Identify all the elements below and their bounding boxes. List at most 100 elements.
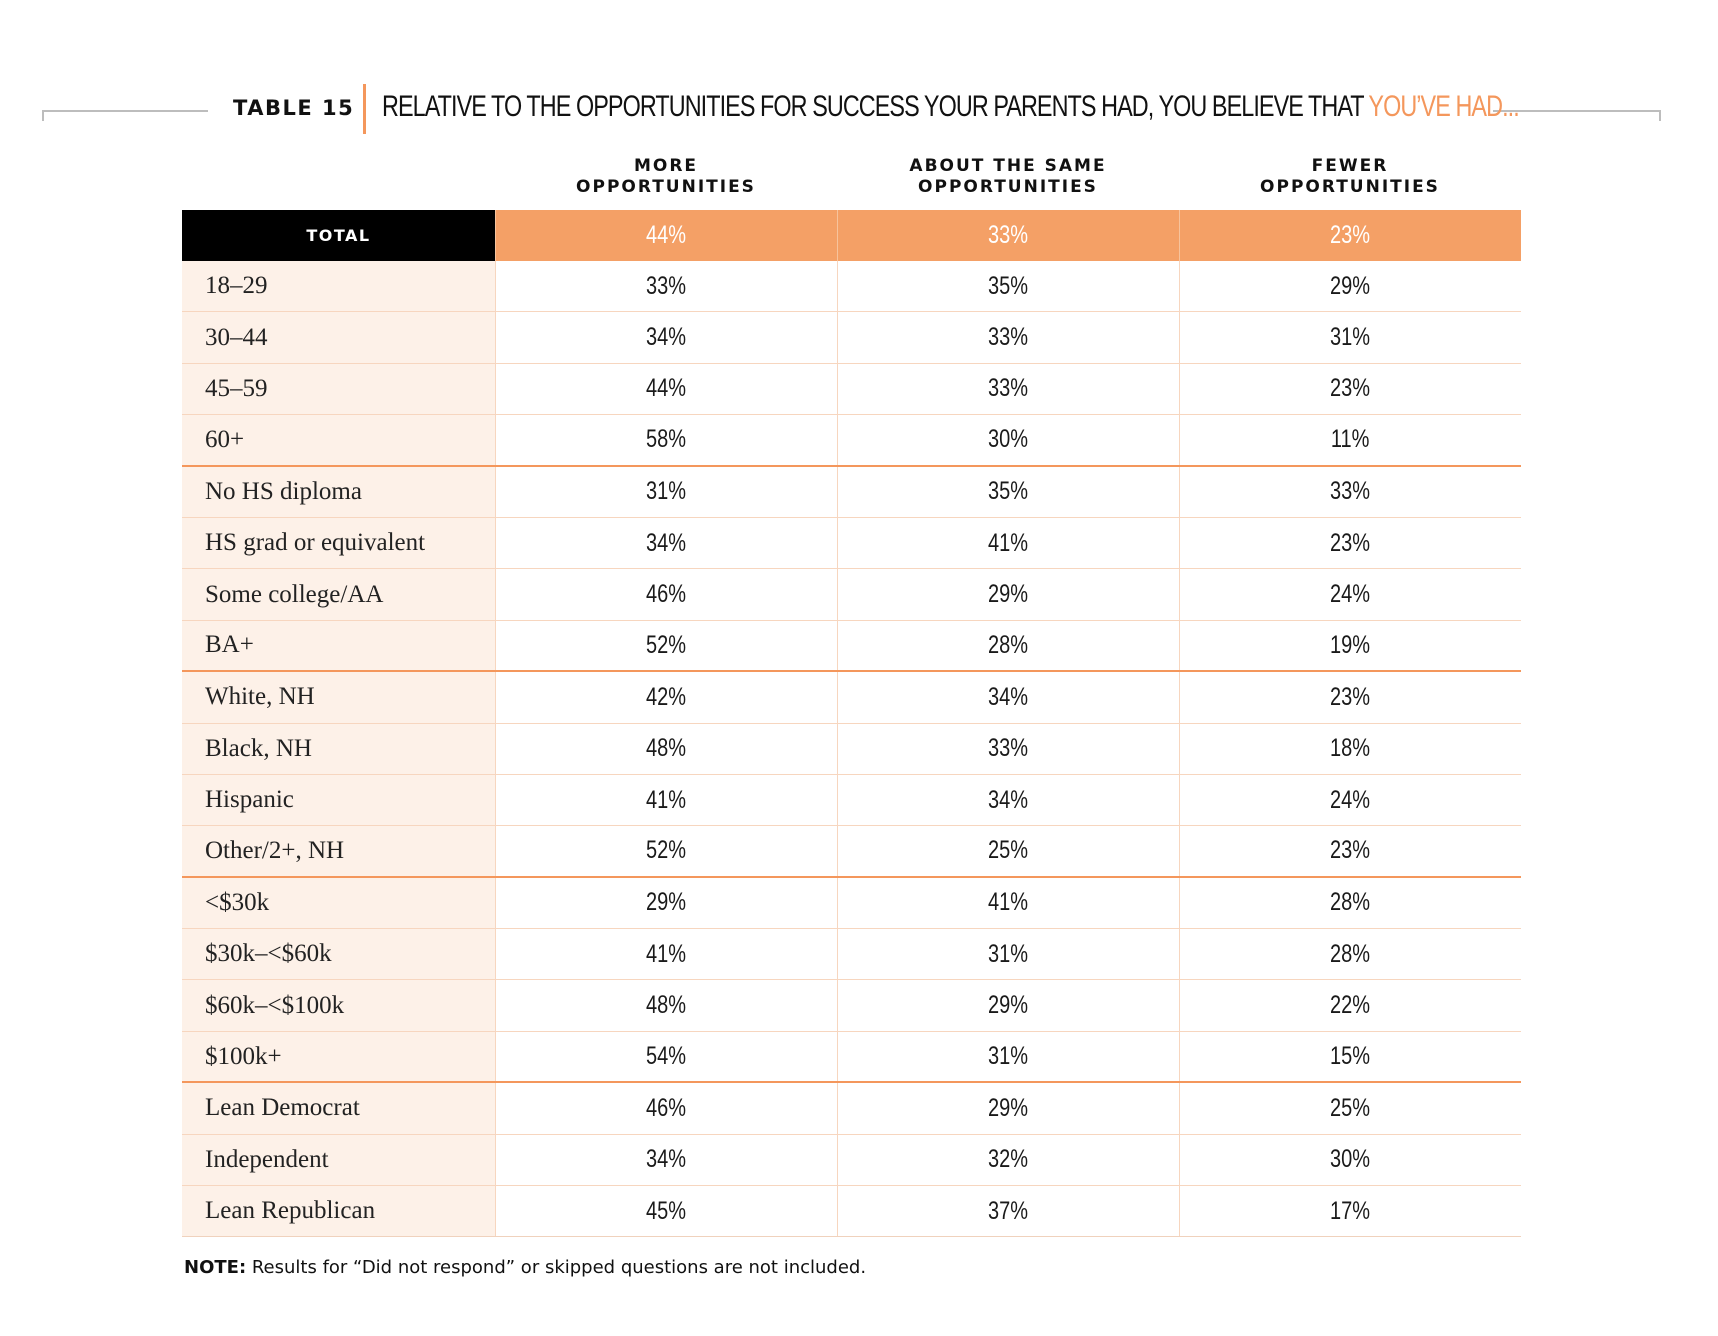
cell-value: 29% xyxy=(988,991,1029,1020)
table-cell: 23% xyxy=(1179,672,1521,723)
table-row: 30–44 34% 33% 31% xyxy=(182,312,1521,364)
cell-value: 52% xyxy=(646,836,687,865)
header-rule-right-tick xyxy=(1659,110,1661,121)
table-cell: 23% xyxy=(1179,826,1521,876)
cell-value: 25% xyxy=(1330,1093,1371,1122)
column-header-fewer: FEWER OPPORTUNITIES xyxy=(1179,156,1521,206)
cell-value: 17% xyxy=(1330,1196,1371,1225)
column-header-line1: MORE xyxy=(633,156,699,176)
table-cell: 41% xyxy=(837,517,1179,569)
cell-value: 34% xyxy=(988,682,1029,711)
table-row: Other/2+, NH 52% 25% 23% xyxy=(182,826,1521,878)
row-label: Black, NH xyxy=(182,723,495,774)
table-cell: 23% xyxy=(1179,363,1521,415)
table-cell: 18% xyxy=(1179,723,1521,774)
table-cell: 34% xyxy=(495,517,837,569)
table-row: White, NH 42% 34% 23% xyxy=(182,672,1521,724)
cell-value: 41% xyxy=(646,939,687,968)
table-cell: 31% xyxy=(1179,312,1521,363)
cell-value: 42% xyxy=(646,682,687,711)
cell-value: 32% xyxy=(988,1145,1029,1174)
table-cell: 31% xyxy=(837,1031,1179,1082)
table-row: Hispanic 41% 34% 24% xyxy=(182,774,1521,827)
cell-value: 44% xyxy=(646,374,687,403)
cell-value: 24% xyxy=(1330,580,1371,609)
cell-value: 33% xyxy=(988,221,1029,249)
table-row: 18–29 33% 35% 29% xyxy=(182,261,1521,313)
cell-value: 33% xyxy=(646,271,687,300)
table-cell: 41% xyxy=(495,929,837,980)
row-label: Lean Democrat xyxy=(182,1083,495,1134)
cell-value: 41% xyxy=(988,888,1029,917)
table-cell: 45% xyxy=(495,1186,837,1237)
table-row: HS grad or equivalent 34% 41% 23% xyxy=(182,517,1521,570)
table-note: NOTE: Results for “Did not respond” or s… xyxy=(184,1257,866,1278)
table-cell: 58% xyxy=(495,415,837,465)
cell-value: 41% xyxy=(646,785,687,814)
cell-value: 28% xyxy=(1330,939,1371,968)
table-row: Lean Democrat 46% 29% 25% xyxy=(182,1083,1521,1135)
table-cell: 31% xyxy=(837,929,1179,980)
cell-value: 24% xyxy=(1330,785,1371,814)
table-number-label: TABLE 15 xyxy=(233,96,355,120)
cell-value: 23% xyxy=(1330,528,1371,557)
cell-value: 29% xyxy=(646,888,687,917)
row-label: 60+ xyxy=(182,415,495,465)
cell-value: 25% xyxy=(988,836,1029,865)
table-cell: 23% xyxy=(1179,517,1521,569)
table-cell: 28% xyxy=(837,620,1179,671)
row-label: Lean Republican xyxy=(182,1186,495,1237)
table-cell: 25% xyxy=(837,826,1179,876)
cell-value: 31% xyxy=(988,939,1029,968)
table-title-accent: YOU’VE HAD... xyxy=(1368,90,1519,123)
table-row: Black, NH 48% 33% 18% xyxy=(182,723,1521,775)
row-label: White, NH xyxy=(182,672,495,723)
table-row: $30k–<$60k 41% 31% 28% xyxy=(182,929,1521,981)
table-cell: 28% xyxy=(1179,929,1521,980)
table-row: $100k+ 54% 31% 15% xyxy=(182,1031,1521,1084)
cell-value: 29% xyxy=(988,580,1029,609)
cell-value: 45% xyxy=(646,1196,687,1225)
table-cell: 17% xyxy=(1179,1186,1521,1237)
table-cell: 23% xyxy=(1179,210,1521,261)
table-cell: 34% xyxy=(495,1134,837,1186)
table-row: Independent 34% 32% 30% xyxy=(182,1134,1521,1187)
table-cell: 19% xyxy=(1179,620,1521,671)
table-cell: 34% xyxy=(495,312,837,363)
cell-value: 23% xyxy=(1330,374,1371,403)
table-row: Some college/AA 46% 29% 24% xyxy=(182,569,1521,621)
cell-value: 22% xyxy=(1330,991,1371,1020)
cell-value: 35% xyxy=(988,477,1029,506)
cell-value: 31% xyxy=(1330,323,1371,352)
column-header-line1: FEWER xyxy=(1311,156,1389,176)
table-cell: 24% xyxy=(1179,774,1521,826)
row-label: No HS diploma xyxy=(182,466,495,517)
table-cell: 29% xyxy=(837,1083,1179,1134)
cell-value: 15% xyxy=(1330,1042,1371,1071)
title-divider xyxy=(363,84,366,134)
cell-value: 33% xyxy=(988,323,1029,352)
table-cell: 34% xyxy=(837,774,1179,826)
cell-value: 30% xyxy=(988,425,1029,454)
table-cell: 41% xyxy=(495,774,837,826)
cell-value: 28% xyxy=(988,630,1029,659)
table-cell: 48% xyxy=(495,980,837,1031)
table-cell: 32% xyxy=(837,1134,1179,1186)
table-cell: 46% xyxy=(495,1083,837,1134)
table-cell: 34% xyxy=(837,672,1179,723)
cell-value: 46% xyxy=(646,1093,687,1122)
table-cell: 48% xyxy=(495,723,837,774)
table-cell: 22% xyxy=(1179,980,1521,1031)
column-header-line1: ABOUT THE SAME xyxy=(909,156,1107,176)
cell-value: 18% xyxy=(1330,734,1371,763)
row-label: <$30k xyxy=(182,877,495,929)
cell-value: 34% xyxy=(646,1145,687,1174)
table-row: <$30k 29% 41% 28% xyxy=(182,877,1521,930)
table-cell: 52% xyxy=(495,620,837,671)
total-row: TOTAL 44% 33% 23% xyxy=(182,210,1521,261)
cell-value: 33% xyxy=(1330,477,1371,506)
table-cell: 24% xyxy=(1179,569,1521,620)
table-cell: 15% xyxy=(1179,1031,1521,1082)
cell-value: 34% xyxy=(646,323,687,352)
table-title-main: RELATIVE TO THE OPPORTUNITIES FOR SUCCES… xyxy=(382,90,1369,123)
